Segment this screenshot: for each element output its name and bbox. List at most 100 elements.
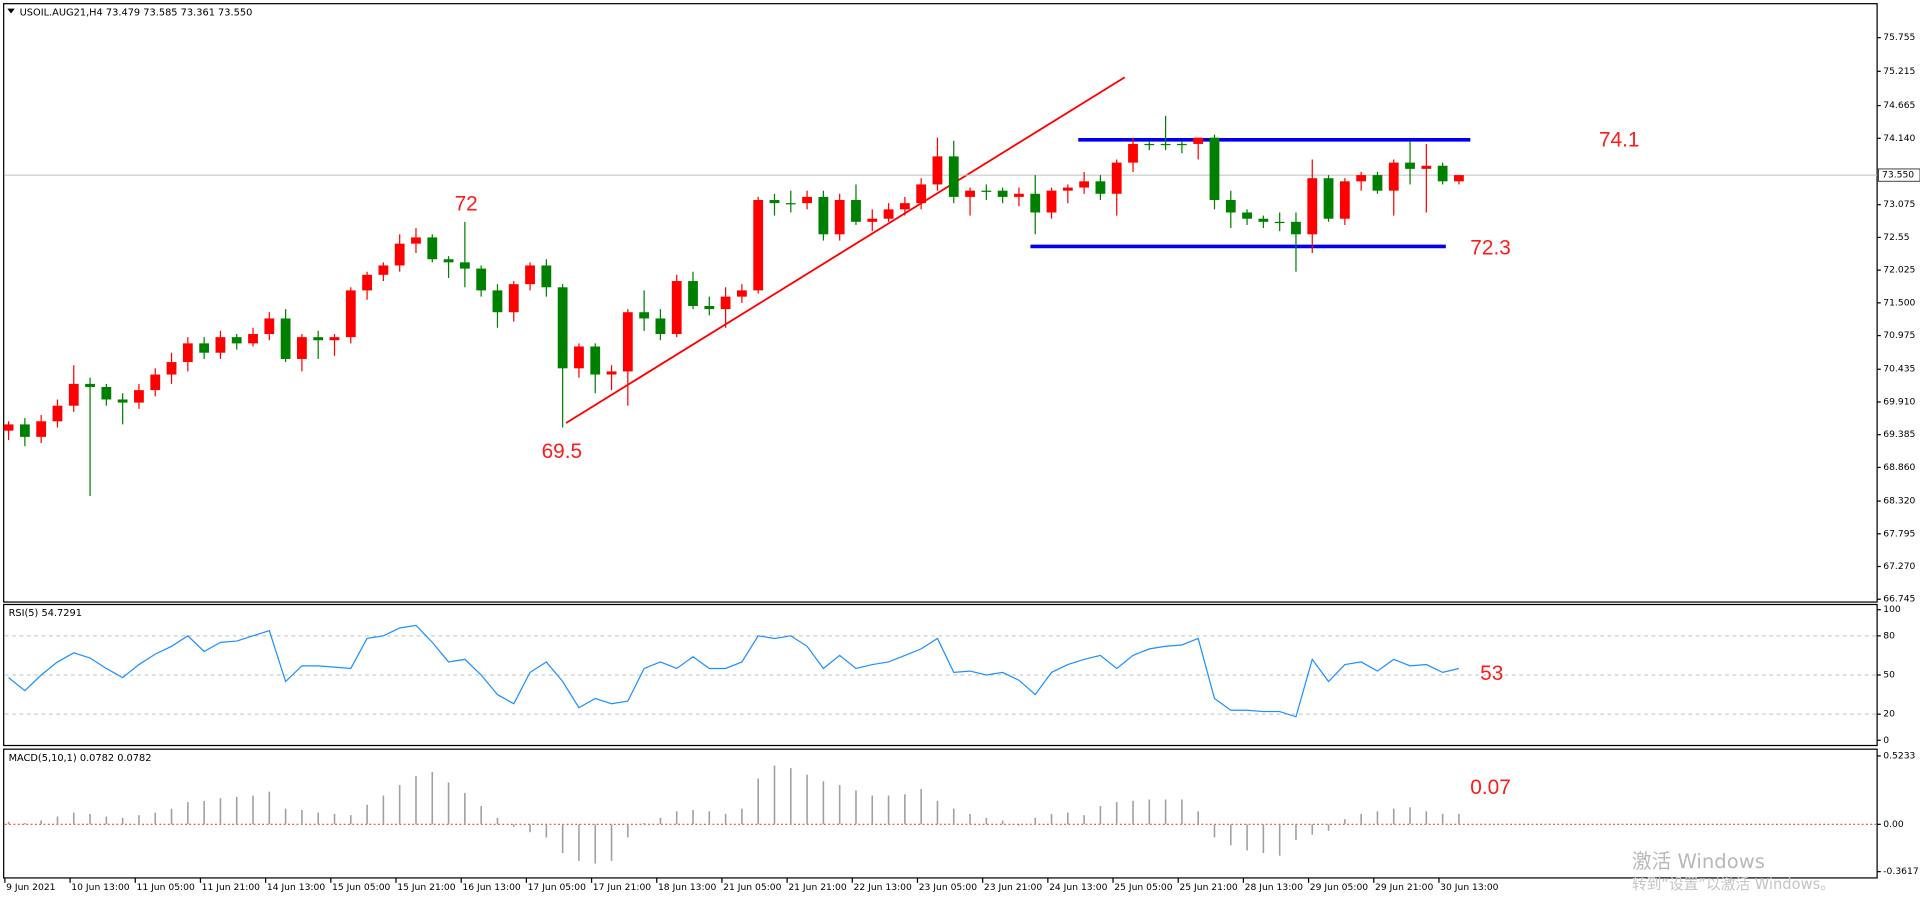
x-tick-label: 21 Jun 21:00 xyxy=(788,882,846,893)
x-tick-label: 29 Jun 21:00 xyxy=(1375,882,1433,893)
y-tick-label: 0.00 xyxy=(1883,819,1904,830)
y-tick-label: 70.435 xyxy=(1883,364,1915,375)
x-tick-label: 11 Jun 05:00 xyxy=(136,882,194,893)
candle-body xyxy=(1062,187,1073,191)
candle-body xyxy=(19,424,30,437)
x-tick-label: 25 Jun 05:00 xyxy=(1114,882,1172,893)
candle-body xyxy=(134,390,144,403)
x-tick-label: 15 Jun 21:00 xyxy=(397,882,455,893)
candle-body xyxy=(867,218,878,222)
x-tick-label: 15 Jun 05:00 xyxy=(332,882,390,893)
candle-body xyxy=(1176,143,1187,146)
candle-body xyxy=(688,281,698,306)
candle-body xyxy=(525,265,535,285)
candle-body xyxy=(264,318,275,335)
x-tick-label: 9 Jun 2021 xyxy=(6,882,55,893)
candle-body xyxy=(883,209,894,219)
y-tick-label: 75.215 xyxy=(1883,66,1915,77)
x-tick-label: 11 Jun 21:00 xyxy=(202,882,260,893)
candle-body xyxy=(1388,162,1399,191)
candle-body xyxy=(182,343,193,363)
candle-body xyxy=(36,421,47,437)
y-tick-label: 74.665 xyxy=(1883,100,1915,111)
candle-body xyxy=(1225,200,1236,213)
y-tick-label: 71.500 xyxy=(1883,297,1915,308)
x-tick-label: 10 Jun 13:00 xyxy=(71,882,129,893)
annotation: 72.3 xyxy=(1470,236,1511,259)
candle-body xyxy=(199,343,210,353)
candle-body xyxy=(818,196,829,235)
candle-body xyxy=(345,290,356,338)
candle-body xyxy=(362,274,372,291)
y-tick-label: 73.075 xyxy=(1883,199,1915,210)
candle-body xyxy=(785,203,796,205)
y-tick-label: 72.025 xyxy=(1883,265,1915,276)
y-tick-label: 100 xyxy=(1883,604,1901,615)
trend-line xyxy=(565,76,1126,424)
candle-body xyxy=(557,287,568,369)
chart-header: USOIL.AUG21,H4 73.479 73.585 73.361 73.5… xyxy=(20,7,253,18)
candle-body xyxy=(802,196,812,204)
candle-body xyxy=(68,383,79,406)
candle-body xyxy=(769,200,780,204)
x-tick-label: 23 Jun 21:00 xyxy=(984,882,1042,893)
candle-body xyxy=(1111,162,1122,194)
annotation: 53 xyxy=(1480,662,1503,685)
candle-body xyxy=(1372,175,1383,191)
candle-body xyxy=(411,237,421,244)
candle-body xyxy=(655,318,666,335)
candle-body xyxy=(215,337,226,353)
candle-body xyxy=(1421,165,1432,169)
candle-body xyxy=(948,156,959,197)
y-tick-label: 69.910 xyxy=(1883,396,1915,407)
y-tick-label: 68.860 xyxy=(1883,462,1915,473)
candle-body xyxy=(1258,218,1269,222)
candle-body xyxy=(101,387,112,400)
bid-box xyxy=(1877,168,1920,182)
candle-body xyxy=(590,346,601,375)
annotation: 74.1 xyxy=(1599,129,1640,152)
candle-body xyxy=(394,243,405,266)
price-panel xyxy=(3,3,1878,603)
candle-body xyxy=(459,262,470,269)
candle-body xyxy=(313,337,324,341)
candle-body xyxy=(671,281,682,335)
candle-body xyxy=(1274,221,1285,224)
candle-body xyxy=(1242,212,1252,219)
candle-body xyxy=(280,318,291,359)
rsi-line xyxy=(8,624,1460,718)
x-tick-label: 17 Jun 05:00 xyxy=(528,882,586,893)
x-tick-label: 16 Jun 13:00 xyxy=(462,882,520,893)
candle-body xyxy=(329,337,340,341)
macd-title: MACD(5,10,1) 0.0782 0.0782 xyxy=(9,753,152,764)
candle-body xyxy=(1014,193,1024,197)
candle-body xyxy=(297,337,307,359)
x-tick-label: 22 Jun 13:00 xyxy=(854,882,912,893)
candle-body xyxy=(3,424,14,431)
x-tick-label: 25 Jun 21:00 xyxy=(1179,882,1237,893)
candle-body xyxy=(1339,181,1350,219)
candle-body xyxy=(916,184,927,204)
candle-body xyxy=(753,200,764,291)
y-tick-label: 72.55 xyxy=(1883,232,1909,243)
candle-body xyxy=(117,399,128,403)
candle-body xyxy=(1030,193,1041,213)
y-tick-label: 67.795 xyxy=(1883,528,1915,539)
candle-body xyxy=(231,337,242,344)
y-tick-label: 0 xyxy=(1883,735,1889,746)
candle-body xyxy=(1291,221,1301,235)
y-tick-label: -0.3617 xyxy=(1883,866,1919,877)
candle-body xyxy=(248,334,258,344)
candle-body xyxy=(1193,137,1204,144)
y-tick-label: 74.140 xyxy=(1883,133,1915,144)
y-tick-label: 66.745 xyxy=(1883,594,1915,605)
candle-body xyxy=(1160,143,1171,146)
y-tick-label: 69.385 xyxy=(1883,429,1915,440)
y-tick-label: 75.755 xyxy=(1883,32,1915,43)
candle-body xyxy=(574,346,584,369)
watermark-subtitle: 转到“设置”以激活 Windows。 xyxy=(1632,876,1835,893)
candle-body xyxy=(1046,190,1057,213)
candle-body xyxy=(1405,162,1415,169)
